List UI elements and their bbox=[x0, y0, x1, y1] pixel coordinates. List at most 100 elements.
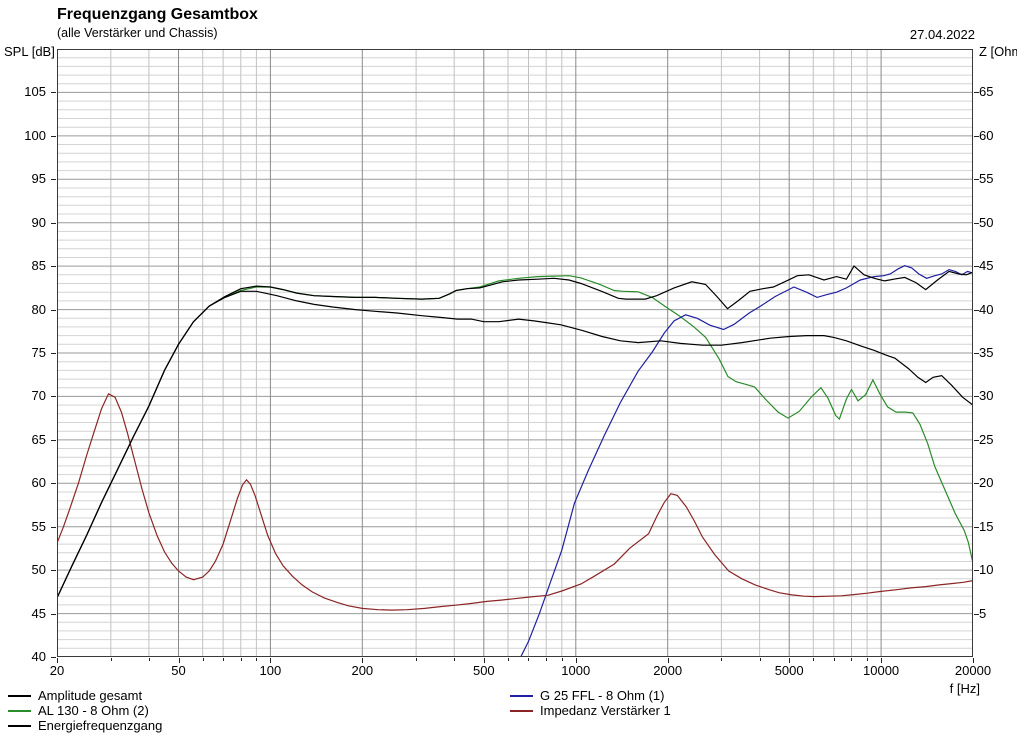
y-axis-right-tick-label: 45 bbox=[979, 258, 994, 274]
y-axis-left-tick-label: 40 bbox=[31, 649, 46, 664]
chart-subtitle: (alle Verstärker und Chassis) bbox=[57, 26, 218, 40]
y-axis-right-label: Z [Ohm] bbox=[979, 44, 1017, 59]
x-axis-minor-tick-mark bbox=[851, 658, 853, 661]
y-axis-right-tick-mark bbox=[974, 526, 979, 528]
y-axis-left-tick-mark bbox=[51, 613, 56, 615]
x-axis-tick-mark bbox=[973, 658, 974, 663]
y-axis-left-tick-label: 80 bbox=[31, 301, 46, 317]
y-axis-left-tick-mark bbox=[51, 222, 56, 224]
y-axis-left-tick-label: 45 bbox=[31, 605, 46, 621]
x-axis-minor-tick-mark bbox=[813, 658, 815, 661]
y-axis-right-tick-label: 55 bbox=[979, 171, 994, 187]
x-axis-tick-mark bbox=[362, 658, 364, 663]
curve-amplitude-gesamt bbox=[57, 265, 973, 599]
x-axis-minor-tick-mark bbox=[561, 658, 563, 661]
x-axis-minor-tick-mark bbox=[202, 658, 204, 661]
y-axis-right-tick-mark bbox=[974, 353, 979, 354]
x-axis-minor-tick-mark bbox=[833, 658, 835, 661]
y-axis-left-tick-mark bbox=[51, 309, 56, 311]
y-axis-right-tick-label: 20 bbox=[979, 475, 994, 491]
y-axis-right-tick-label: 35 bbox=[979, 345, 994, 360]
curve-al-130-8-ohm-2 bbox=[57, 275, 973, 599]
y-axis-left-tick-label: 90 bbox=[31, 214, 46, 230]
x-axis-tick-label: 2000 bbox=[653, 663, 683, 678]
y-axis-left-tick-mark bbox=[51, 92, 56, 94]
legend-item: Energiefrequenzgang bbox=[8, 718, 162, 733]
x-axis-minor-tick-mark bbox=[223, 658, 225, 661]
y-axis-right-tick-mark bbox=[974, 483, 979, 485]
x-axis-tick-mark bbox=[270, 658, 272, 663]
y-axis-right-tick-label: 15 bbox=[979, 518, 994, 534]
y-axis-right-tick-mark bbox=[974, 613, 979, 615]
x-axis-minor-tick-mark bbox=[759, 658, 761, 661]
y-axis-left-tick-mark bbox=[51, 179, 56, 181]
x-axis-minor-tick-mark bbox=[454, 658, 456, 661]
y-axis-left-tick-label: 50 bbox=[31, 562, 46, 578]
x-axis-minor-tick-mark bbox=[546, 658, 548, 661]
x-axis-tick-label: 100 bbox=[259, 663, 282, 678]
chart-title: Frequenzgang Gesamtbox bbox=[57, 6, 258, 23]
legend-item-label: Impedanz Verstärker 1 bbox=[540, 703, 671, 718]
y-axis-left-tick-label: 60 bbox=[31, 475, 46, 491]
y-axis-left-tick-label: 65 bbox=[31, 431, 46, 447]
y-axis-left-tick-label: 95 bbox=[31, 171, 46, 187]
legend-item: AL 130 - 8 Ohm (2) bbox=[8, 703, 149, 718]
legend-item-label: AL 130 - 8 Ohm (2) bbox=[38, 703, 149, 718]
x-axis-label: f [Hz] bbox=[949, 681, 980, 696]
curve-g-25-ffl-8-ohm-1 bbox=[520, 265, 973, 657]
legend-item-label: Energiefrequenzgang bbox=[38, 718, 163, 733]
y-axis-right-tick-mark bbox=[974, 266, 979, 268]
y-axis-right-tick-mark bbox=[974, 570, 979, 572]
y-axis-left-tick-mark bbox=[51, 526, 56, 528]
legend-item-label: Amplitude gesamt bbox=[38, 688, 143, 703]
x-axis-tick-mark bbox=[483, 658, 485, 663]
y-axis-right-tick-label: 50 bbox=[979, 214, 994, 230]
legend-line-swatch bbox=[8, 724, 31, 727]
y-axis-left-tick-label: 105 bbox=[24, 84, 46, 100]
legend-item-label: G 25 FFL - 8 Ohm (1) bbox=[540, 688, 665, 703]
y-axis-right-tick-label: 30 bbox=[979, 388, 994, 404]
x-axis-minor-tick-mark bbox=[528, 658, 530, 661]
x-axis-tick-mark bbox=[575, 658, 577, 663]
legend-item: Impedanz Verstärker 1 bbox=[510, 703, 671, 718]
x-axis-tick-label: 20000 bbox=[954, 663, 992, 678]
x-axis-minor-tick-mark bbox=[416, 658, 418, 661]
y-axis-left-tick-mark bbox=[51, 570, 56, 572]
legend-line-swatch bbox=[510, 694, 533, 697]
y-axis-left-tick-label: 75 bbox=[31, 345, 46, 360]
legend-item: Amplitude gesamt bbox=[8, 688, 142, 703]
chart-date: 27.04.2022 bbox=[909, 27, 975, 42]
y-axis-left-tick-mark bbox=[51, 266, 56, 268]
x-axis-minor-tick-mark bbox=[508, 658, 509, 661]
y-axis-left-tick-mark bbox=[51, 657, 56, 658]
y-axis-left-label: SPL [dB] bbox=[4, 44, 55, 59]
legend-line-swatch bbox=[8, 709, 31, 712]
x-axis-tick-label: 200 bbox=[351, 663, 374, 678]
x-axis-tick-mark bbox=[57, 658, 58, 663]
y-axis-right-tick-mark bbox=[974, 92, 979, 94]
y-axis-right-tick-label: 40 bbox=[979, 301, 994, 317]
y-axis-left-tick-label: 70 bbox=[31, 388, 46, 404]
legend-line-swatch bbox=[510, 709, 533, 712]
legend-item: G 25 FFL - 8 Ohm (1) bbox=[510, 688, 665, 703]
y-axis-left-tick-mark bbox=[51, 439, 56, 441]
y-axis-right-tick-mark bbox=[974, 439, 979, 441]
y-axis-right-tick-mark bbox=[974, 179, 979, 181]
y-axis-right-tick-mark bbox=[974, 396, 979, 398]
y-axis-right-tick-label: 65 bbox=[979, 84, 994, 100]
x-axis-tick-mark bbox=[881, 658, 883, 663]
y-axis-right-tick-label: 60 bbox=[979, 127, 994, 143]
x-axis-minor-tick-mark bbox=[256, 658, 258, 661]
y-axis-right-tick-mark bbox=[974, 135, 979, 137]
y-axis-left-tick-label: 85 bbox=[31, 258, 46, 274]
plot-area bbox=[57, 49, 973, 657]
x-axis-minor-tick-mark bbox=[148, 658, 150, 661]
x-axis-minor-tick-mark bbox=[110, 658, 112, 661]
legend-line-swatch bbox=[8, 694, 31, 697]
y-axis-left-tick-label: 100 bbox=[24, 127, 46, 143]
x-axis-tick-mark bbox=[667, 658, 669, 663]
x-axis-tick-label: 5000 bbox=[774, 663, 804, 678]
x-axis-tick-label: 20 bbox=[49, 663, 65, 678]
x-axis-minor-tick-mark bbox=[867, 658, 869, 661]
